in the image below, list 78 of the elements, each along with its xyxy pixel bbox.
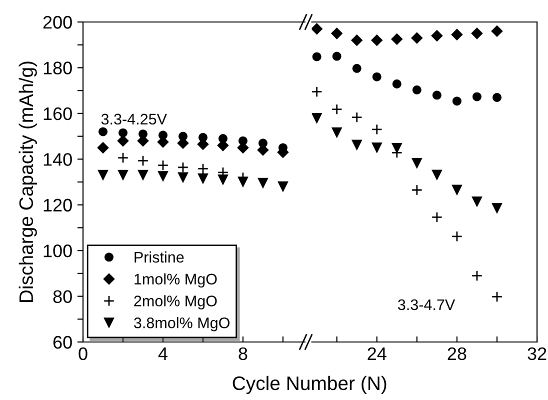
legend-label: 3.8mol% MgO xyxy=(134,317,230,332)
y-axis-title: Discharge Capacity (mAh/g) xyxy=(18,62,37,302)
point xyxy=(137,155,149,166)
point xyxy=(331,28,343,40)
y-tick-label: 140 xyxy=(44,153,72,166)
x-tick-label: 28 xyxy=(448,347,466,360)
point xyxy=(472,196,482,207)
point xyxy=(312,113,322,124)
legend-label: 2mol% MgO xyxy=(134,295,217,310)
x-tick-label: 8 xyxy=(238,347,248,360)
point xyxy=(351,34,363,46)
point xyxy=(218,174,228,185)
point xyxy=(472,92,482,102)
point xyxy=(158,171,168,182)
point xyxy=(431,30,443,42)
y-tick-label: 80 xyxy=(53,290,72,304)
point xyxy=(138,170,148,180)
point xyxy=(118,170,128,180)
point xyxy=(492,203,502,214)
point xyxy=(412,85,422,94)
point xyxy=(312,23,323,35)
point xyxy=(432,90,442,100)
point xyxy=(352,140,362,150)
point xyxy=(97,142,109,154)
y-tick-label: 200 xyxy=(43,16,72,29)
point xyxy=(312,52,322,62)
point xyxy=(431,212,442,223)
point xyxy=(392,79,402,88)
y-tick-label: 100 xyxy=(44,244,72,258)
point xyxy=(177,162,189,173)
point xyxy=(451,230,463,242)
point xyxy=(452,96,462,106)
point xyxy=(412,158,422,168)
y-tick-label: 60 xyxy=(53,336,72,349)
point xyxy=(411,184,422,196)
point xyxy=(432,170,442,180)
annotation: 3.3-4.25V xyxy=(101,114,167,125)
point xyxy=(332,127,342,138)
point xyxy=(452,184,462,196)
point xyxy=(352,64,362,73)
point xyxy=(491,25,503,37)
y-tick-label: 180 xyxy=(44,62,72,74)
point xyxy=(278,181,288,192)
point xyxy=(312,86,322,98)
point xyxy=(258,178,268,188)
point xyxy=(157,160,169,171)
x-tick-label: 32 xyxy=(528,347,546,360)
point xyxy=(371,34,383,46)
y-tick-label: 160 xyxy=(44,107,72,120)
point xyxy=(471,28,483,40)
point xyxy=(372,72,382,82)
point xyxy=(351,112,362,123)
point xyxy=(117,152,129,164)
point xyxy=(492,92,502,102)
point xyxy=(118,128,128,138)
point xyxy=(491,291,503,302)
point xyxy=(391,33,403,45)
x-tick-label: 0 xyxy=(78,347,88,360)
point xyxy=(117,135,129,147)
point xyxy=(198,173,208,184)
point xyxy=(178,172,188,183)
point xyxy=(98,170,108,180)
point xyxy=(332,52,342,61)
point xyxy=(197,163,209,174)
annotation: 3.3-4.7V xyxy=(398,299,456,310)
x-axis-title: Cycle Number (N) xyxy=(232,376,386,394)
legend-label: Pristine xyxy=(134,251,184,263)
point xyxy=(451,28,463,40)
x-tick-label: 4 xyxy=(158,348,168,360)
point xyxy=(411,32,423,44)
point xyxy=(331,104,342,115)
x-tick-label: 24 xyxy=(368,347,386,360)
point xyxy=(98,127,108,136)
legend-label: 1mol% MgO xyxy=(134,273,217,288)
point xyxy=(372,142,382,153)
point xyxy=(371,124,382,135)
point xyxy=(471,270,483,282)
y-tick-label: 120 xyxy=(44,198,72,212)
